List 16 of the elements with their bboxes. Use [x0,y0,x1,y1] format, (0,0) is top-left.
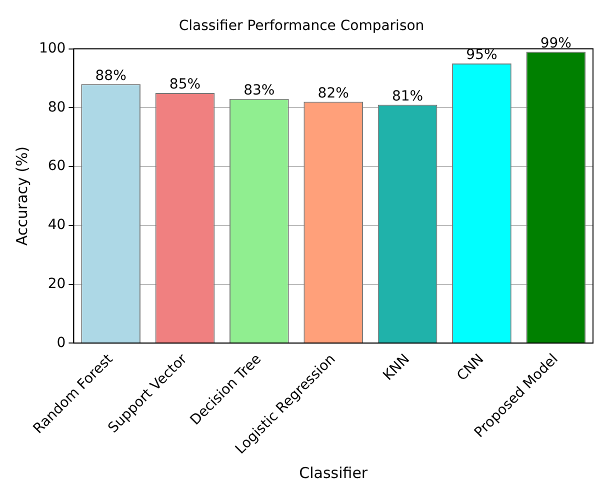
data-label: 85% [169,76,201,93]
y-tick-label: 0 [56,334,66,351]
data-label: 95% [466,47,498,64]
x-axis-title: Classifier [299,464,368,482]
y-tick-label: 80 [48,99,66,116]
data-label: 83% [244,82,275,98]
data-label: 81% [392,88,424,104]
data-label: 99% [540,35,572,52]
y-tick-label: 40 [48,217,66,234]
y-axis-title: Accuracy (%) [12,146,31,246]
y-tick-label: 20 [48,276,66,292]
data-label: 88% [95,68,126,84]
data-label: 82% [318,85,349,102]
y-tick-label: 60 [48,158,66,174]
y-tick-label: 100 [38,40,66,56]
chart-title: Classifier Performance Comparison [178,18,424,34]
